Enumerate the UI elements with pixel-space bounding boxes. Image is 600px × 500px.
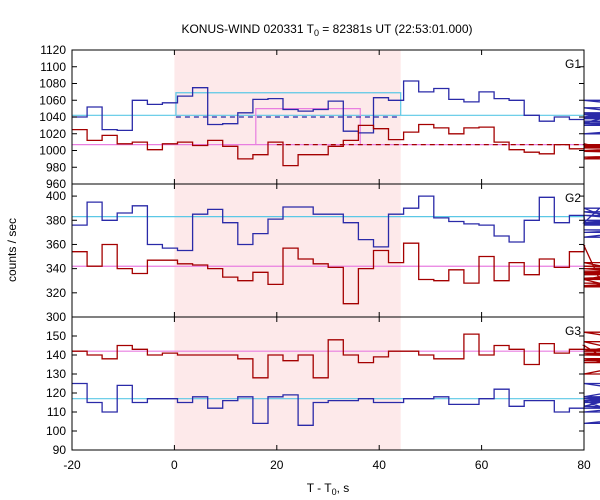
y-tick-label: 1120 xyxy=(40,43,66,57)
x-axis-ticks: -20 0 20 40 60 80 xyxy=(63,458,591,472)
y-tick-label: 360 xyxy=(46,237,66,251)
y-tick-label: 1080 xyxy=(39,77,66,91)
x-axis-label: T - T0, s xyxy=(307,481,350,497)
y-tick-label: 1020 xyxy=(39,127,66,141)
y-tick-label: 1060 xyxy=(39,93,66,107)
y-tick-label: 400 xyxy=(46,189,66,203)
panel-label: G1 xyxy=(565,57,581,71)
x-tick-label: 20 xyxy=(270,458,284,472)
y-tick-label: 960 xyxy=(46,177,66,191)
y-tick-label: 380 xyxy=(46,213,66,227)
x-tick-label: 80 xyxy=(577,458,591,472)
y-tick-label: 1000 xyxy=(39,144,66,158)
series-blue-g2 xyxy=(72,195,600,252)
panel-label: G2 xyxy=(565,191,581,205)
y-tick-label: 300 xyxy=(46,310,66,324)
y-tick-label: 110 xyxy=(47,405,66,419)
y-tick-label: 320 xyxy=(46,286,66,300)
series-red-g1 xyxy=(72,123,600,167)
y-tick-label: 140 xyxy=(46,348,66,362)
interval-box-red xyxy=(255,108,361,145)
y-tick-label: 980 xyxy=(46,160,66,174)
panel-label: G3 xyxy=(565,324,581,338)
y-tick-label: 1100 xyxy=(40,60,66,74)
panel-frame xyxy=(71,316,585,451)
panels: 9609801000102010401060108011001120G13003… xyxy=(39,43,600,457)
x-tick-label: -20 xyxy=(63,458,81,472)
y-tick-label: 100 xyxy=(46,424,66,438)
x-tick-label: 40 xyxy=(373,458,387,472)
panel-g3: 90 100 110 120 130 140 150 G3 xyxy=(46,316,600,457)
y-tick-label: 150 xyxy=(46,329,66,343)
series-blue-g1 xyxy=(72,80,600,135)
y-tick-label: 340 xyxy=(46,262,66,276)
series-red-g3 xyxy=(72,331,600,379)
interval-box-blue xyxy=(175,92,402,116)
y-tick-label: 90 xyxy=(53,443,67,457)
y-axis-label: counts / sec xyxy=(5,218,19,282)
x-tick-label: 60 xyxy=(475,458,489,472)
x-tick-label: 0 xyxy=(171,458,178,472)
series-blue-g3 xyxy=(72,382,600,426)
series-red-g2 xyxy=(72,242,600,305)
chart-title: KONUS-WIND 020331 T0 = 82381s UT (22:53:… xyxy=(181,22,472,38)
y-tick-label: 120 xyxy=(46,386,66,400)
panel-g2: 300 320 340 360 380 400 G2 xyxy=(46,183,600,324)
y-tick-label: 1040 xyxy=(39,110,66,124)
y-tick-label: 130 xyxy=(46,367,66,381)
panel-g1: 960 980 1000 1020 1040 1060 1080 1100 1120 G1 xyxy=(39,43,600,191)
